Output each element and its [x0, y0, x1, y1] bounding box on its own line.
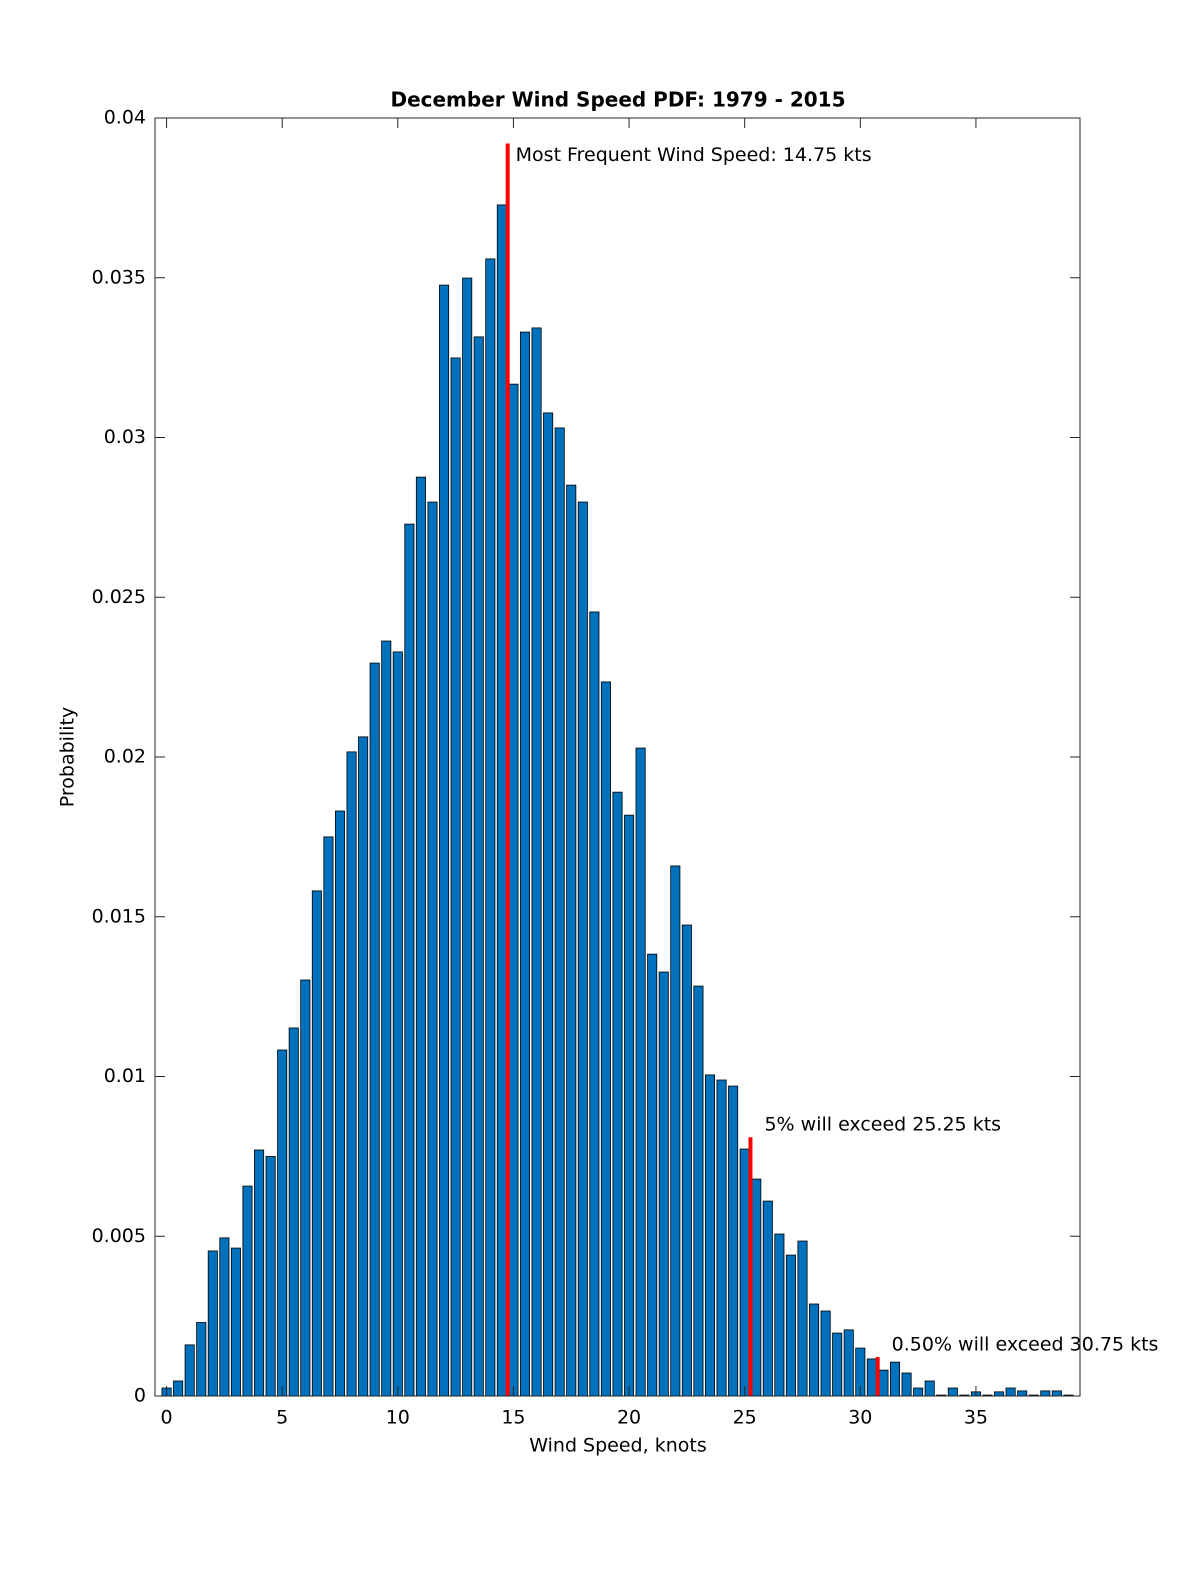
x-tick-label: 0 — [161, 1407, 173, 1429]
bar — [288, 1027, 299, 1397]
bar — [762, 1200, 773, 1397]
y-tick-label: 0.005 — [92, 1225, 146, 1247]
bar — [716, 1079, 727, 1397]
y-tick-label: 0.01 — [104, 1065, 146, 1087]
bar — [554, 427, 565, 1397]
bar — [242, 1185, 253, 1397]
bar — [832, 1332, 843, 1397]
y-tick-label: 0.015 — [92, 905, 146, 927]
bar — [369, 662, 380, 1397]
bar — [635, 747, 646, 1397]
bar — [1005, 1387, 1016, 1397]
bar — [566, 484, 577, 1397]
bar — [1017, 1390, 1028, 1397]
bar — [392, 651, 403, 1397]
annotation: 5% will exceed 25.25 kts — [764, 1114, 1001, 1136]
bar — [496, 204, 507, 1397]
bar — [1040, 1390, 1051, 1397]
bar — [878, 1369, 889, 1397]
bar — [196, 1322, 207, 1397]
x-tick-label: 35 — [964, 1407, 988, 1429]
bar — [913, 1387, 924, 1397]
bar — [334, 810, 346, 1397]
bar — [439, 284, 450, 1397]
bar — [531, 327, 542, 1397]
bar — [277, 1049, 288, 1397]
bar — [901, 1372, 912, 1397]
bar — [647, 953, 658, 1397]
y-tick-label: 0.02 — [104, 746, 146, 768]
bar — [728, 1085, 739, 1397]
bar — [207, 1250, 218, 1397]
y-tick-label: 0.025 — [92, 586, 146, 608]
chart-title: December Wind Speed PDF: 1979 - 2015 — [390, 88, 845, 112]
bar — [450, 357, 461, 1397]
bar — [843, 1329, 854, 1397]
y-tick-label: 0 — [134, 1385, 146, 1407]
bar — [612, 791, 623, 1397]
bar — [866, 1358, 877, 1397]
bar — [427, 501, 438, 1397]
bar — [543, 412, 554, 1397]
bar — [994, 1391, 1005, 1397]
bar — [577, 501, 588, 1397]
bar — [173, 1380, 184, 1397]
bar — [300, 979, 311, 1397]
bar — [1051, 1390, 1062, 1397]
bar — [589, 611, 600, 1397]
bar — [739, 1148, 750, 1397]
y-tick-label: 0.04 — [104, 107, 146, 129]
bar — [404, 523, 415, 1397]
bar — [508, 383, 519, 1397]
annotation: 0.50% will exceed 30.75 kts — [892, 1334, 1159, 1356]
y-tick-label: 0.035 — [92, 266, 146, 288]
x-tick-label: 10 — [386, 1407, 410, 1429]
annotation: Most Frequent Wind Speed: 14.75 kts — [516, 144, 872, 166]
y-axis-label: Probability — [57, 707, 79, 807]
bar — [751, 1178, 762, 1397]
x-tick-label: 30 — [848, 1407, 872, 1429]
bar — [693, 985, 704, 1397]
bar — [230, 1247, 241, 1397]
x-axis-label: Wind Speed, knots — [529, 1435, 706, 1457]
bar — [254, 1149, 265, 1397]
bar — [323, 836, 334, 1397]
bar — [473, 336, 484, 1397]
bar — [358, 736, 369, 1397]
y-tick-label: 0.03 — [104, 426, 146, 448]
bar — [519, 331, 531, 1397]
x-tick-label: 5 — [276, 1407, 288, 1429]
bar — [346, 751, 357, 1397]
bar — [311, 890, 322, 1397]
bar — [774, 1233, 785, 1397]
bar — [681, 924, 692, 1397]
bar — [624, 814, 635, 1397]
bar — [184, 1344, 195, 1397]
bar — [462, 277, 473, 1397]
bar — [219, 1237, 230, 1397]
bar — [265, 1155, 276, 1397]
bar — [381, 640, 392, 1397]
bar — [785, 1254, 796, 1397]
bar — [889, 1361, 901, 1397]
x-tick-label: 15 — [501, 1407, 525, 1429]
bar — [820, 1310, 831, 1397]
bar — [797, 1240, 808, 1397]
bar — [947, 1387, 958, 1397]
bar — [415, 476, 426, 1397]
x-tick-label: 25 — [733, 1407, 757, 1429]
bar — [658, 971, 669, 1397]
x-tick-label: 20 — [617, 1407, 641, 1429]
bar — [485, 258, 496, 1397]
bar — [924, 1380, 935, 1397]
bar — [600, 681, 611, 1397]
bar — [670, 865, 681, 1397]
bar — [809, 1303, 820, 1397]
bar — [704, 1074, 716, 1397]
